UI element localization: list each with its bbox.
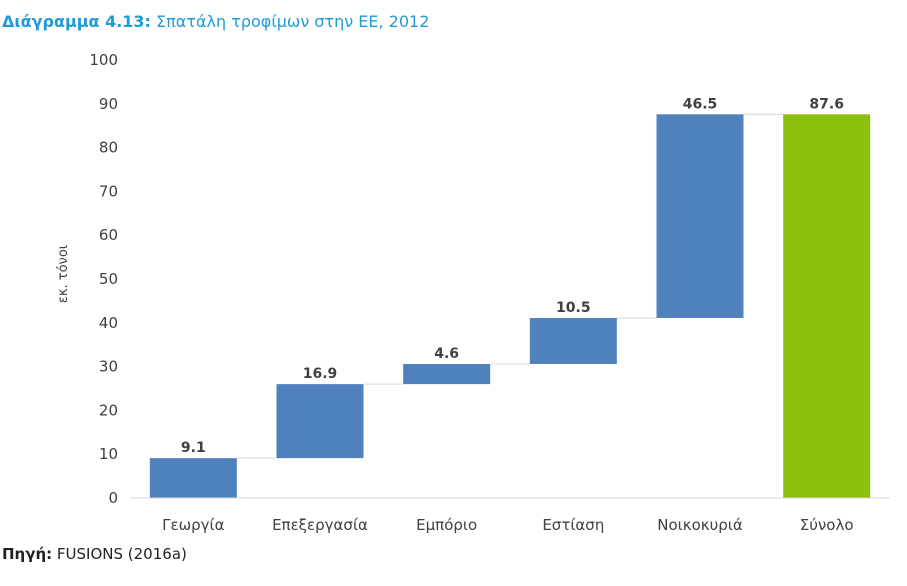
data-label: 16.9 [303,366,338,382]
bar-total [783,114,871,498]
source-prefix: Πηγή: [2,545,53,563]
chart-title: Διάγραμμα 4.13: Σπατάλη τροφίμων στην ΕΕ… [2,12,429,31]
category-labels: Γεωργία Επεξεργασία Εμπόριο Εστίαση Νοικοκυρ… [162,516,853,534]
connector-lines [236,113,784,459]
bar-increment [529,317,617,364]
category-label: Εμπόριο [416,516,477,534]
category-label: Εστίαση [542,516,604,534]
category-label: Νοικοκυριά [657,516,743,534]
y-tick-label: 100 [89,51,118,69]
y-tick-label: 40 [99,314,118,332]
y-tick-label: 20 [99,401,118,419]
y-tick-label: 30 [99,358,118,376]
data-label: 4.6 [434,346,459,362]
y-tick-label: 70 [99,182,118,200]
category-label: Επεξεργασία [272,516,368,534]
bar-increment [276,384,364,459]
bar-increment [656,114,744,318]
bar-increment [149,458,237,498]
y-tick-label: 80 [99,139,118,157]
data-labels: 9.1 16.9 4.6 10.5 46.5 87.6 [181,96,844,456]
bars [149,114,871,498]
data-label: 87.6 [809,96,844,112]
y-axis-title: εκ. τόνοι [56,245,71,303]
category-label: Γεωργία [162,516,225,534]
y-tick-label: 0 [108,489,118,507]
bar-increment [403,363,491,385]
chart-title-prefix: Διάγραμμα 4.13: [2,12,151,31]
source-text: FUSIONS (2016a) [56,545,187,563]
category-label: Σύνολο [800,516,854,534]
y-tick-label: 60 [99,226,118,244]
y-tick-label: 10 [99,445,118,463]
y-axis-ticks: 0 10 20 30 40 50 60 70 80 90 100 [89,51,118,507]
data-label: 46.5 [683,96,718,112]
data-label: 10.5 [556,300,591,316]
y-tick-label: 50 [99,270,118,288]
source-note: Πηγή: FUSIONS (2016a) [2,545,187,563]
chart-title-text: Σπατάλη τροφίμων στην ΕΕ, 2012 [156,12,430,31]
y-tick-label: 90 [99,95,118,113]
data-label: 9.1 [181,440,206,456]
